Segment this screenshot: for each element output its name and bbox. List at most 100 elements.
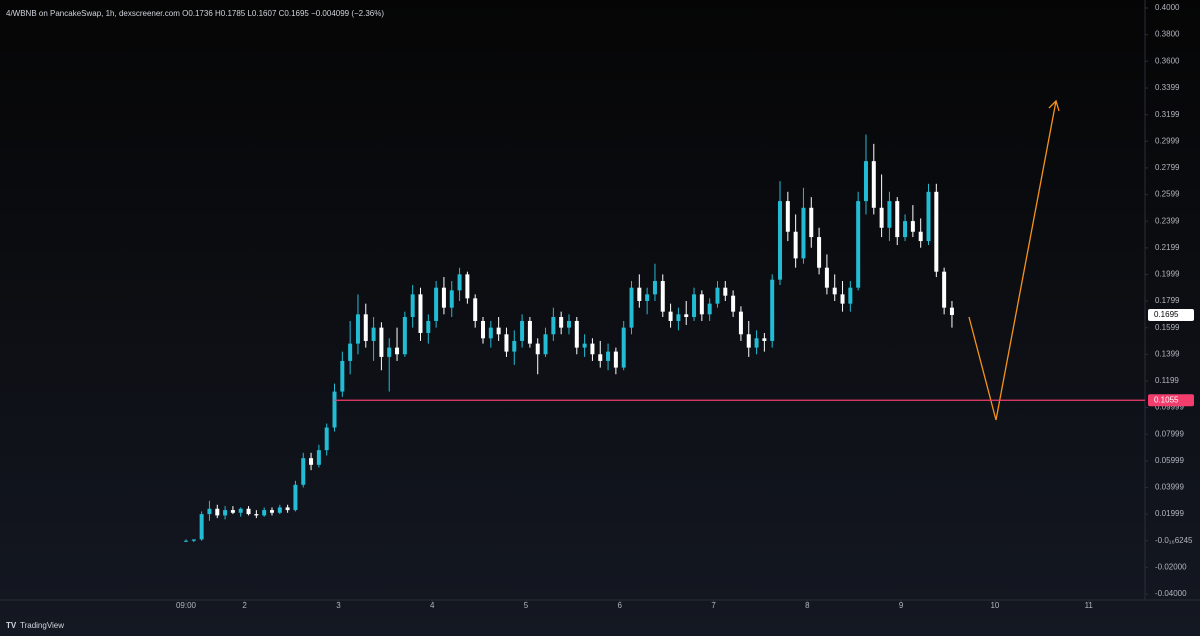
y-tick-label: 0.2399 — [1155, 216, 1180, 225]
candle-body — [520, 320, 525, 341]
candle-body — [668, 311, 673, 321]
y-tick-label: 0.07999 — [1155, 429, 1184, 438]
y-tick-label: 0.2999 — [1155, 136, 1180, 145]
y-tick-label: 0.2199 — [1155, 243, 1180, 252]
y-tick-label: 0.3600 — [1155, 56, 1180, 65]
candle-body — [332, 391, 337, 428]
candle-body — [395, 347, 400, 355]
candle-body — [910, 221, 915, 232]
candle-body — [512, 340, 517, 352]
candle-body — [824, 267, 829, 288]
candle-body — [863, 161, 868, 202]
candle-body — [230, 510, 235, 513]
x-tick-label: 2 — [242, 601, 247, 610]
candle-body — [457, 274, 462, 291]
y-tick-label: 0.1199 — [1155, 376, 1179, 385]
candle-body — [934, 191, 939, 272]
candle-body — [949, 307, 954, 315]
candle-body — [942, 271, 947, 308]
candle-body — [543, 334, 548, 355]
candle-body — [746, 334, 751, 348]
candle-body — [527, 320, 532, 344]
candle-body — [559, 316, 564, 328]
candle-body — [621, 327, 626, 368]
candle-body — [191, 539, 196, 541]
y-tick-label: 0.2599 — [1155, 190, 1180, 199]
candle-body — [582, 343, 587, 348]
candle-body — [324, 427, 329, 451]
candle-body — [473, 298, 478, 321]
support-tag — [1148, 394, 1194, 407]
candle-body — [590, 343, 595, 355]
y-tick-label: 0.1799 — [1155, 296, 1180, 305]
y-tick-label: -0.0₁₆6245 — [1155, 536, 1193, 545]
candle-body — [926, 191, 931, 242]
candle-body — [738, 311, 743, 335]
candle-body — [895, 201, 900, 238]
candle-body — [465, 274, 470, 299]
candle-body — [285, 507, 290, 511]
candle-body — [840, 294, 845, 304]
candle-body — [488, 327, 493, 339]
candle-body — [809, 207, 814, 238]
candle-body — [918, 231, 923, 242]
y-tick-label: 0.05999 — [1155, 456, 1184, 465]
candle-body — [856, 201, 861, 288]
x-tick-label: 10 — [990, 601, 999, 610]
candle-body — [676, 314, 681, 321]
x-tick-label: 3 — [336, 601, 341, 610]
x-tick-label: 4 — [430, 601, 435, 610]
y-tick-label: 0.2799 — [1155, 163, 1180, 172]
x-tick-label: 5 — [524, 601, 529, 610]
candle-body — [504, 334, 509, 352]
candle-body — [246, 508, 251, 515]
candle-body — [692, 294, 697, 317]
candle-body — [645, 294, 650, 301]
candle-body — [817, 237, 822, 268]
y-tick-label: 0.1599 — [1155, 323, 1180, 332]
candle-body — [723, 287, 728, 296]
y-tick-label: 0.1399 — [1155, 350, 1180, 359]
y-tick-label: 0.3199 — [1155, 110, 1180, 119]
candle-body — [379, 327, 384, 357]
candle-body — [371, 327, 376, 341]
candle-body — [293, 484, 298, 511]
y-tick-label: 0.01999 — [1155, 509, 1184, 518]
forecast-arrow — [968, 100, 1057, 421]
x-tick-label: 11 — [1085, 601, 1094, 610]
candle-body — [254, 514, 259, 516]
candle-body — [363, 314, 368, 341]
candle-body — [770, 279, 775, 341]
candle-body — [277, 507, 282, 513]
last-price-tag — [1148, 308, 1194, 321]
candle-body — [778, 201, 783, 280]
candle-body — [449, 290, 454, 308]
y-tick-label: 0.3399 — [1155, 83, 1180, 92]
candle-body — [684, 314, 689, 317]
candle-body — [871, 161, 876, 208]
candle-body — [731, 295, 736, 312]
x-tick-label: 6 — [618, 601, 623, 610]
candle-body — [215, 508, 220, 516]
candle-body — [269, 510, 274, 513]
candle-body — [496, 327, 501, 335]
candle-body — [652, 281, 657, 295]
y-tick-label: -0.04000 — [1155, 589, 1187, 598]
candle-body — [184, 540, 189, 542]
candle-body — [715, 287, 720, 304]
candle-body — [551, 316, 556, 335]
candle-body — [879, 207, 884, 228]
candle-body — [660, 281, 665, 312]
candle-body — [699, 294, 704, 315]
y-tick-label: 0.1999 — [1155, 270, 1180, 279]
candle-body — [316, 450, 321, 465]
candle-body — [832, 287, 837, 295]
candle-body — [801, 207, 806, 259]
candle-body — [887, 201, 892, 228]
footer: TradingView — [20, 621, 64, 630]
support-label: 0.1055 — [1154, 395, 1179, 404]
candle-body — [754, 338, 759, 348]
x-tick-label: 9 — [899, 601, 904, 610]
candle-body — [637, 287, 642, 301]
